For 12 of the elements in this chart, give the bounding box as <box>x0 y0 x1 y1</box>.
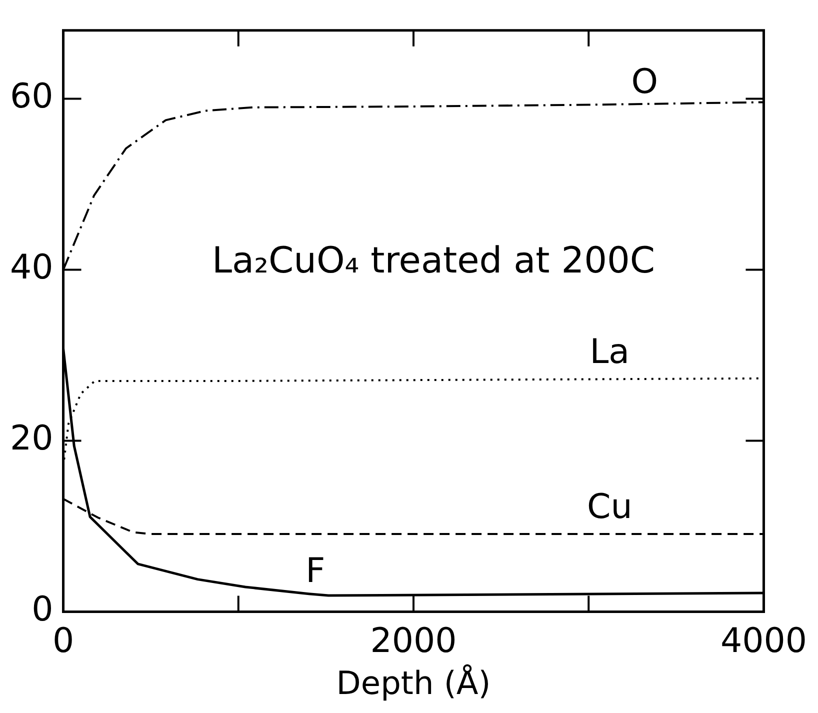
series-label: La <box>590 332 630 372</box>
series-label: Cu <box>586 486 632 527</box>
x-tick-label: 2000 <box>370 621 457 662</box>
series-label: F <box>306 551 326 592</box>
y-tick-label: 0 <box>32 590 54 630</box>
y-tick-label: 20 <box>10 418 54 459</box>
x-axis-title: Depth (Å) <box>336 664 491 702</box>
x-tick-label: 4000 <box>720 621 807 662</box>
y-tick-label: 40 <box>10 248 54 288</box>
text: La₂CuO₄ treated at 200C <box>212 240 656 282</box>
series-label: O <box>631 62 658 102</box>
y-tick-label: 60 <box>10 76 54 117</box>
